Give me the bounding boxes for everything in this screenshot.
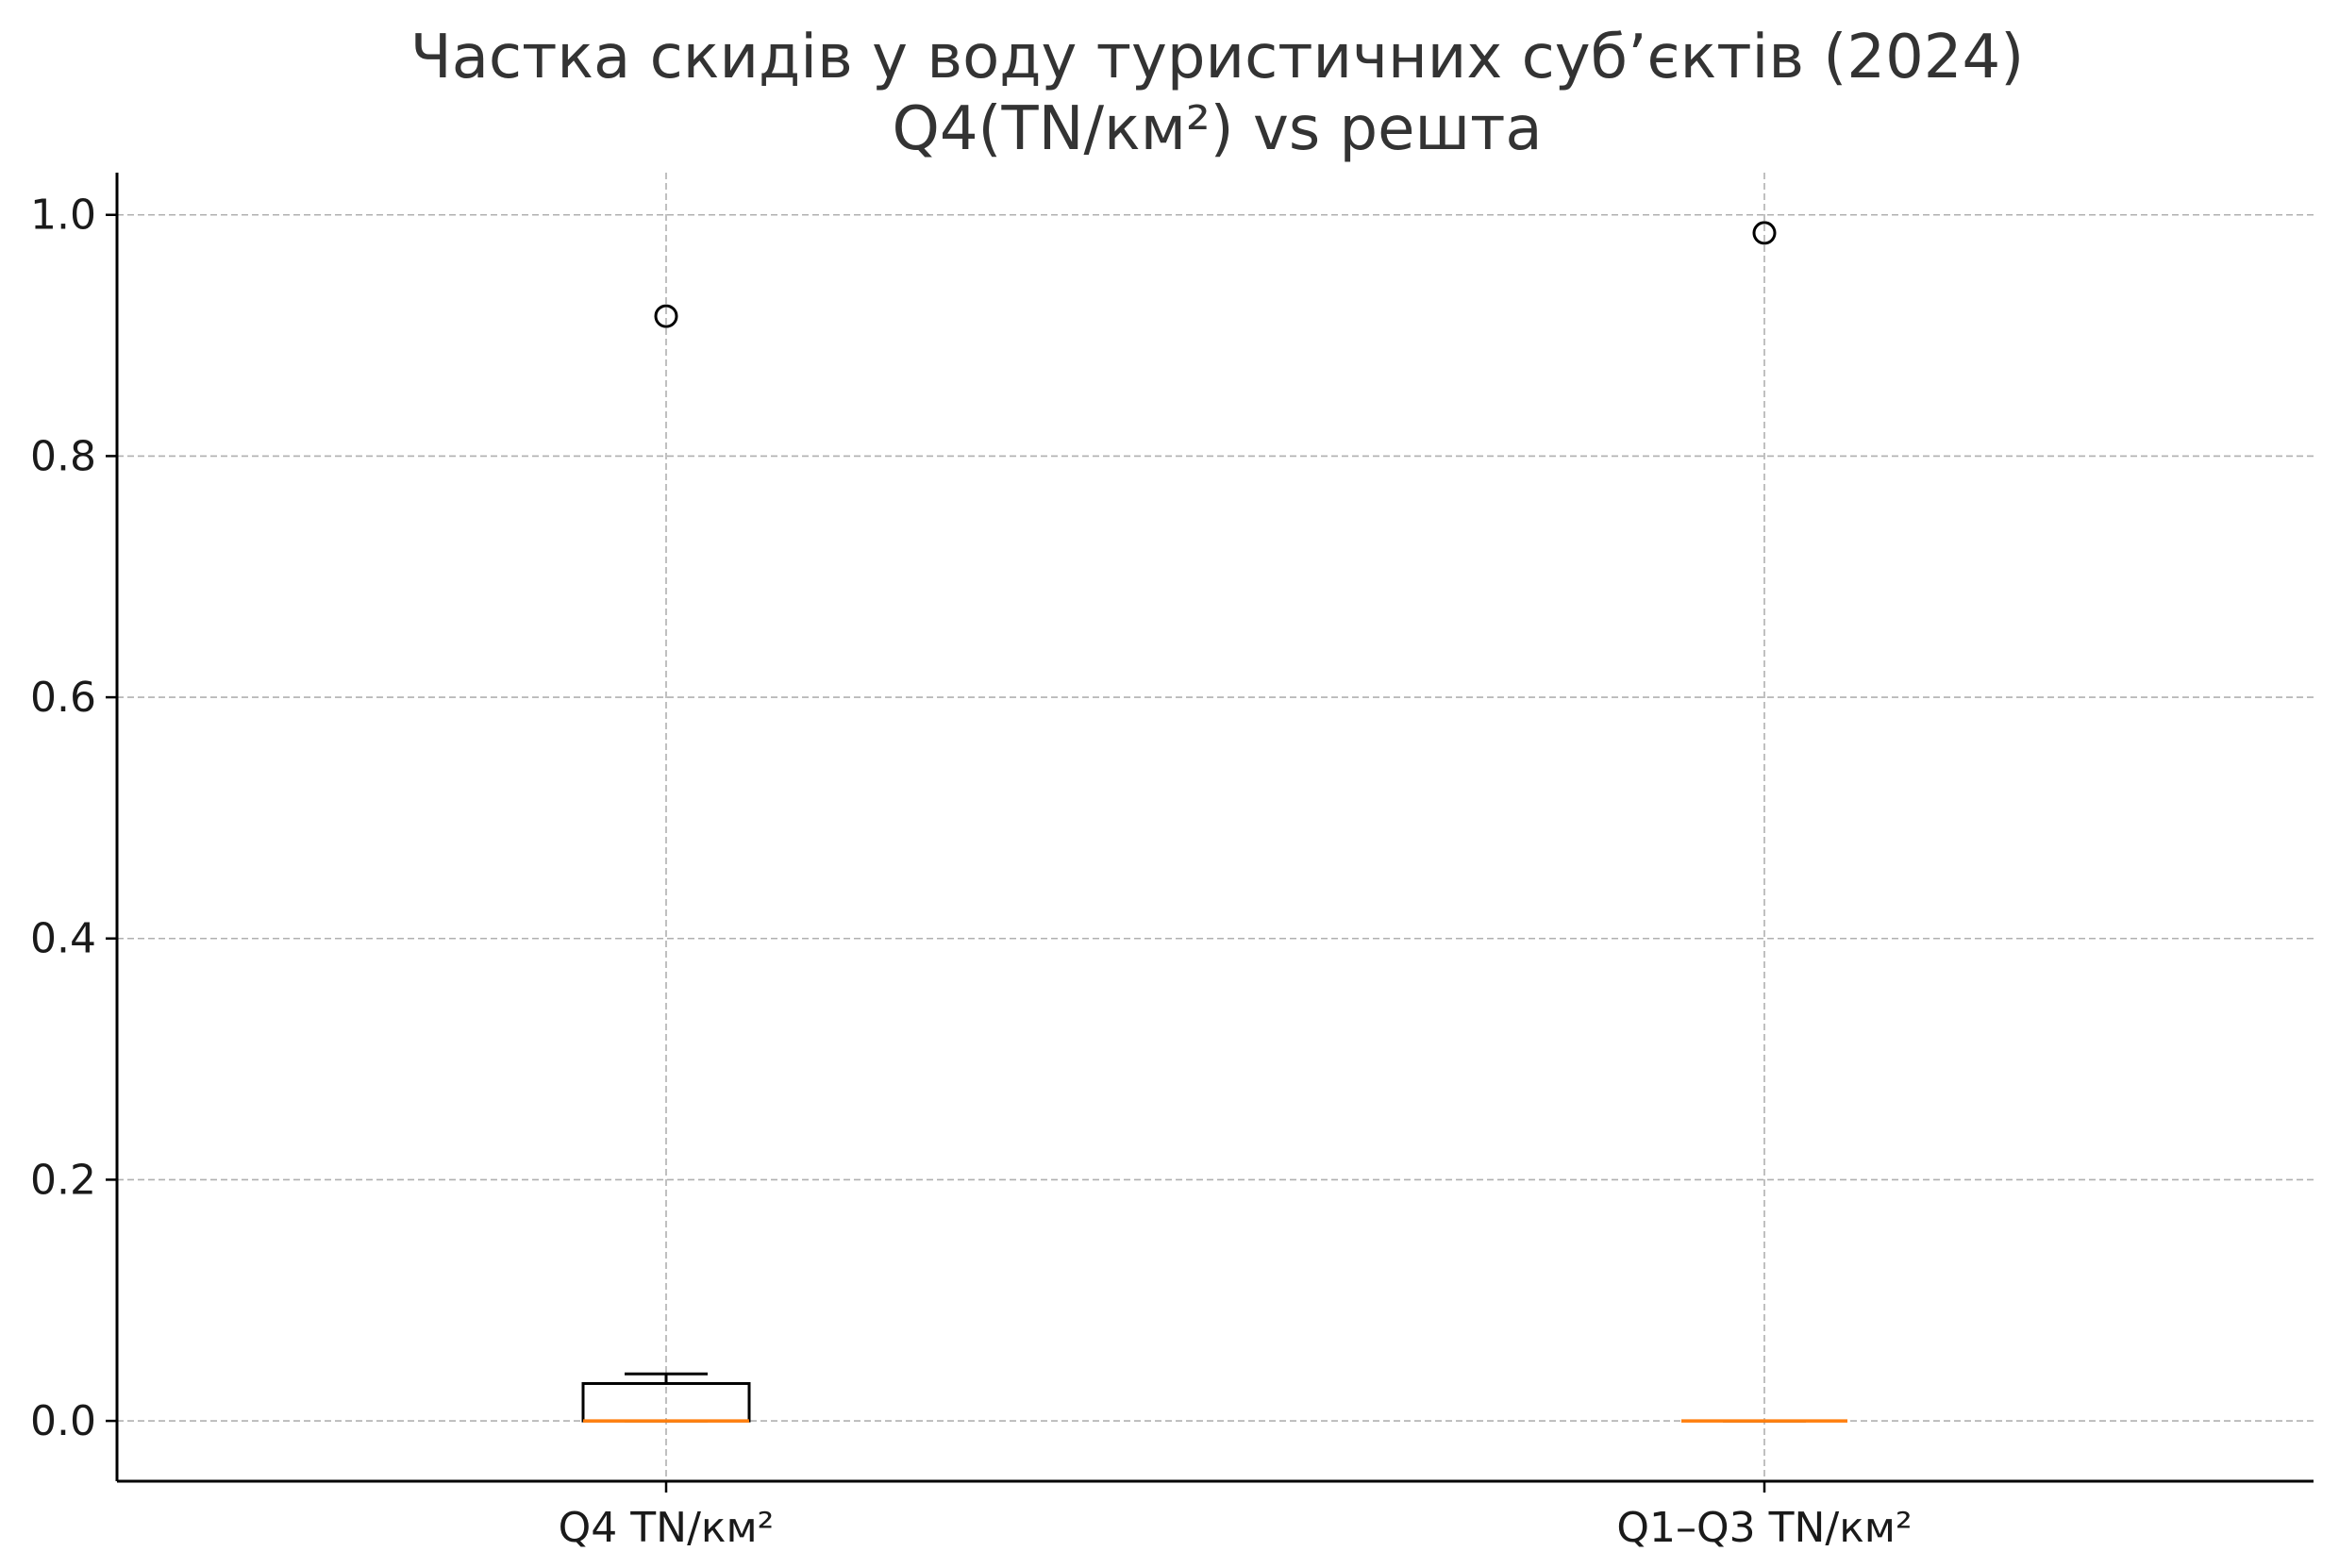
- grid-lines: [117, 173, 2314, 1481]
- outlier-point: [1752, 221, 1777, 245]
- y-tick-label: 0.0: [30, 1397, 96, 1445]
- y-tick-label: 0.6: [30, 674, 96, 722]
- box-group: [1681, 221, 1847, 1423]
- y-tick-label: 0.2: [30, 1156, 96, 1204]
- tick-labels: 0.0 0.2 0.4 0.6 0.8 1.0 Q4 TN/км² Q1–Q3 TN/км²: [30, 192, 1913, 1552]
- axes: [106, 173, 2314, 1493]
- x-tick-label: Q1–Q3 TN/км²: [1616, 1504, 1912, 1552]
- chart-subtitle: Q4(TN/км²) vs решта: [892, 94, 1542, 164]
- y-tick-label: 1.0: [30, 192, 96, 240]
- box-group: [581, 304, 751, 1423]
- outlier-point: [654, 304, 678, 328]
- y-tick-label: 0.4: [30, 915, 96, 963]
- x-tick-label: Q4 TN/км²: [559, 1504, 775, 1552]
- chart-title: Частка скидів у воду туристичних суб’єкт…: [410, 23, 2024, 92]
- box-series: [581, 221, 1847, 1423]
- y-tick-label: 0.8: [30, 432, 96, 480]
